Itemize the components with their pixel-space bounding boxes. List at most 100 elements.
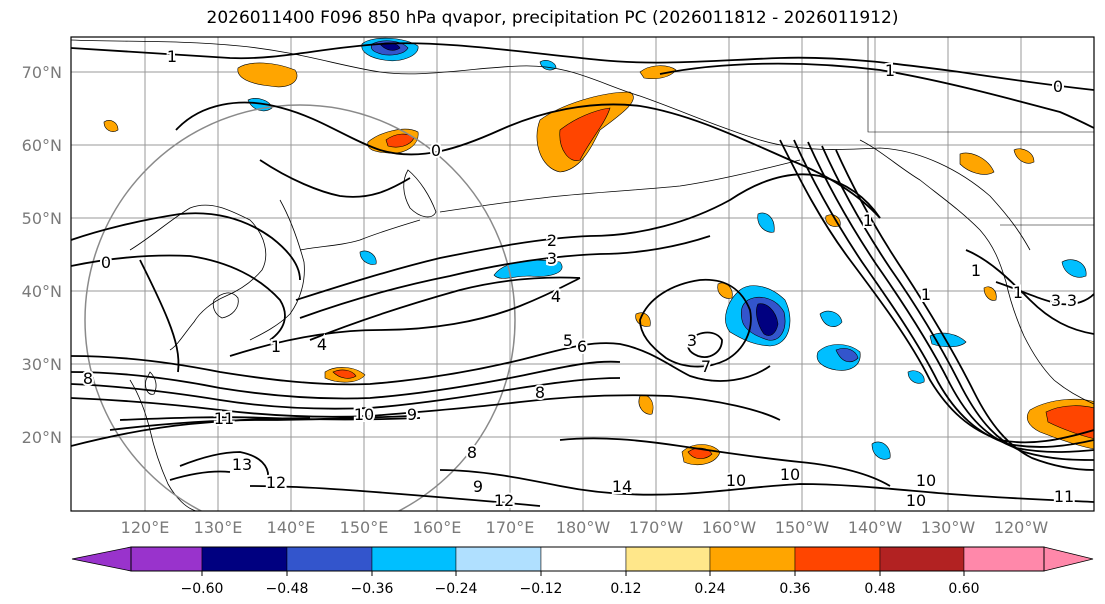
contour-label: 14 (612, 477, 632, 496)
contour-label: 1 (921, 285, 931, 304)
precip-blob-neg (871, 441, 891, 460)
japan-coastline (249, 199, 305, 341)
contour-label: 3 (687, 331, 697, 350)
contour-1-arctic (659, 62, 1094, 129)
colorbar-swatch (130, 546, 203, 572)
colorbar-swatch (794, 546, 881, 572)
contour-label: 10 (906, 491, 926, 510)
contour-label: 7 (701, 357, 711, 376)
contour-0-inner (259, 159, 411, 198)
precip-blob-pos (559, 107, 611, 161)
colorbar-swatch (455, 546, 542, 572)
contour-7 (71, 377, 621, 410)
contour-label: 1 (1013, 283, 1023, 302)
contour-label: 8 (467, 443, 477, 462)
china-coastline (129, 379, 197, 511)
lon-label: 120°W (994, 518, 1049, 537)
kamchatka-coastline (403, 169, 437, 218)
colorbar-swatch (963, 546, 1045, 572)
colorbar-tick-label: 0.36 (779, 581, 810, 597)
colorbar-swatch (879, 546, 965, 572)
colorbar-tick-label: 0.12 (610, 581, 641, 597)
lon-label: 150°E (340, 518, 389, 537)
lon-label: 170°W (629, 518, 684, 537)
lat-label: 30°N (22, 355, 62, 374)
longitude-labels: 120°E 130°E 140°E 150°E 160°E 170°E 180°… (121, 518, 1049, 537)
contour-label: 8 (83, 369, 93, 388)
contour-3-coast (995, 281, 1094, 306)
contour-6-east (835, 149, 1094, 471)
colorbar-extend-high (1043, 546, 1094, 572)
contour-3-loop (639, 278, 752, 368)
precip-blob-neg (359, 250, 377, 265)
contour-4-east (807, 141, 1094, 453)
contour-label: 10 (354, 405, 374, 424)
lon-label: 180°W (556, 518, 611, 537)
contour-label: 8 (535, 383, 545, 402)
contour-2 (299, 235, 711, 319)
precip-blob-pos (959, 152, 995, 175)
range-circle (84, 104, 516, 511)
lon-label: 140°W (848, 518, 903, 537)
contour-label: 11 (1054, 487, 1074, 506)
precip-blob-neg (757, 212, 775, 233)
precip-blob-pos (1013, 148, 1035, 164)
contour-label: 1 (167, 47, 177, 66)
contour-1-coast (965, 249, 1094, 335)
contour-10 (109, 415, 411, 431)
colorbar-tick-label: −0.12 (520, 581, 563, 597)
lat-label: 70°N (22, 63, 62, 82)
na-west-coastline (859, 139, 1094, 405)
latitude-labels: 70°N 60°N 50°N 40°N 30°N 20°N (22, 63, 62, 447)
contour-label: 0 (101, 253, 111, 272)
contour-5 (71, 342, 771, 386)
contour-label: 5 (563, 331, 573, 350)
contour-label: 11 (214, 409, 234, 428)
colorbar-swatch (201, 546, 288, 572)
contour-label: 12 (266, 473, 286, 492)
contour-4 (229, 277, 581, 357)
contour-label: 0 (431, 141, 441, 160)
contour-7-loop (687, 331, 723, 358)
precip-blob-pos (983, 286, 997, 301)
contour-label: 9 (473, 477, 483, 496)
coastlines (71, 37, 1094, 511)
contour-label: 13 (232, 455, 252, 474)
korea-coastline (212, 292, 239, 319)
precip-blob-pos (332, 369, 357, 379)
chart-title: 2026011400 F096 850 hPa qvapor, precipit… (206, 8, 899, 28)
lat-label: 20°N (22, 428, 62, 447)
asia-coastline (129, 204, 267, 351)
contour-label: 1 (885, 61, 895, 80)
contour-6 (71, 360, 621, 400)
colorbar-swatch (371, 546, 457, 572)
contour-label: 4 (317, 335, 327, 354)
colorbar-swatch (625, 546, 711, 572)
lon-label: 120°E (121, 518, 170, 537)
kuril-islands (299, 219, 421, 251)
contour-label: 3 (1051, 291, 1061, 310)
colorbar-tick-label: 0.24 (694, 581, 725, 597)
contour-3-upper (309, 276, 581, 341)
contour-0-west (71, 212, 301, 281)
contour-10-south (439, 469, 1094, 503)
contour-8 (71, 394, 781, 421)
contour-11 (71, 417, 311, 447)
plot-frame (70, 36, 1095, 512)
lon-label: 150°W (775, 518, 830, 537)
precip-blob-pos (1045, 405, 1094, 439)
contour-5-east (821, 145, 1094, 461)
contour-label: 3 (547, 249, 557, 268)
precip-blob-neg (1061, 259, 1087, 278)
colorbar-tick-label: −0.60 (181, 581, 224, 597)
colorbar-tick-label: −0.48 (266, 581, 309, 597)
qvapor-contours (71, 42, 1094, 507)
lon-label: 140°E (267, 518, 316, 537)
contour-1-west (71, 254, 286, 341)
precip-blob-pos (639, 65, 677, 80)
colorbar-tick-label: 0.60 (948, 581, 979, 597)
contour-3-east (793, 139, 1094, 448)
lon-label: 170°E (486, 518, 535, 537)
lon-label: 130°W (921, 518, 976, 537)
